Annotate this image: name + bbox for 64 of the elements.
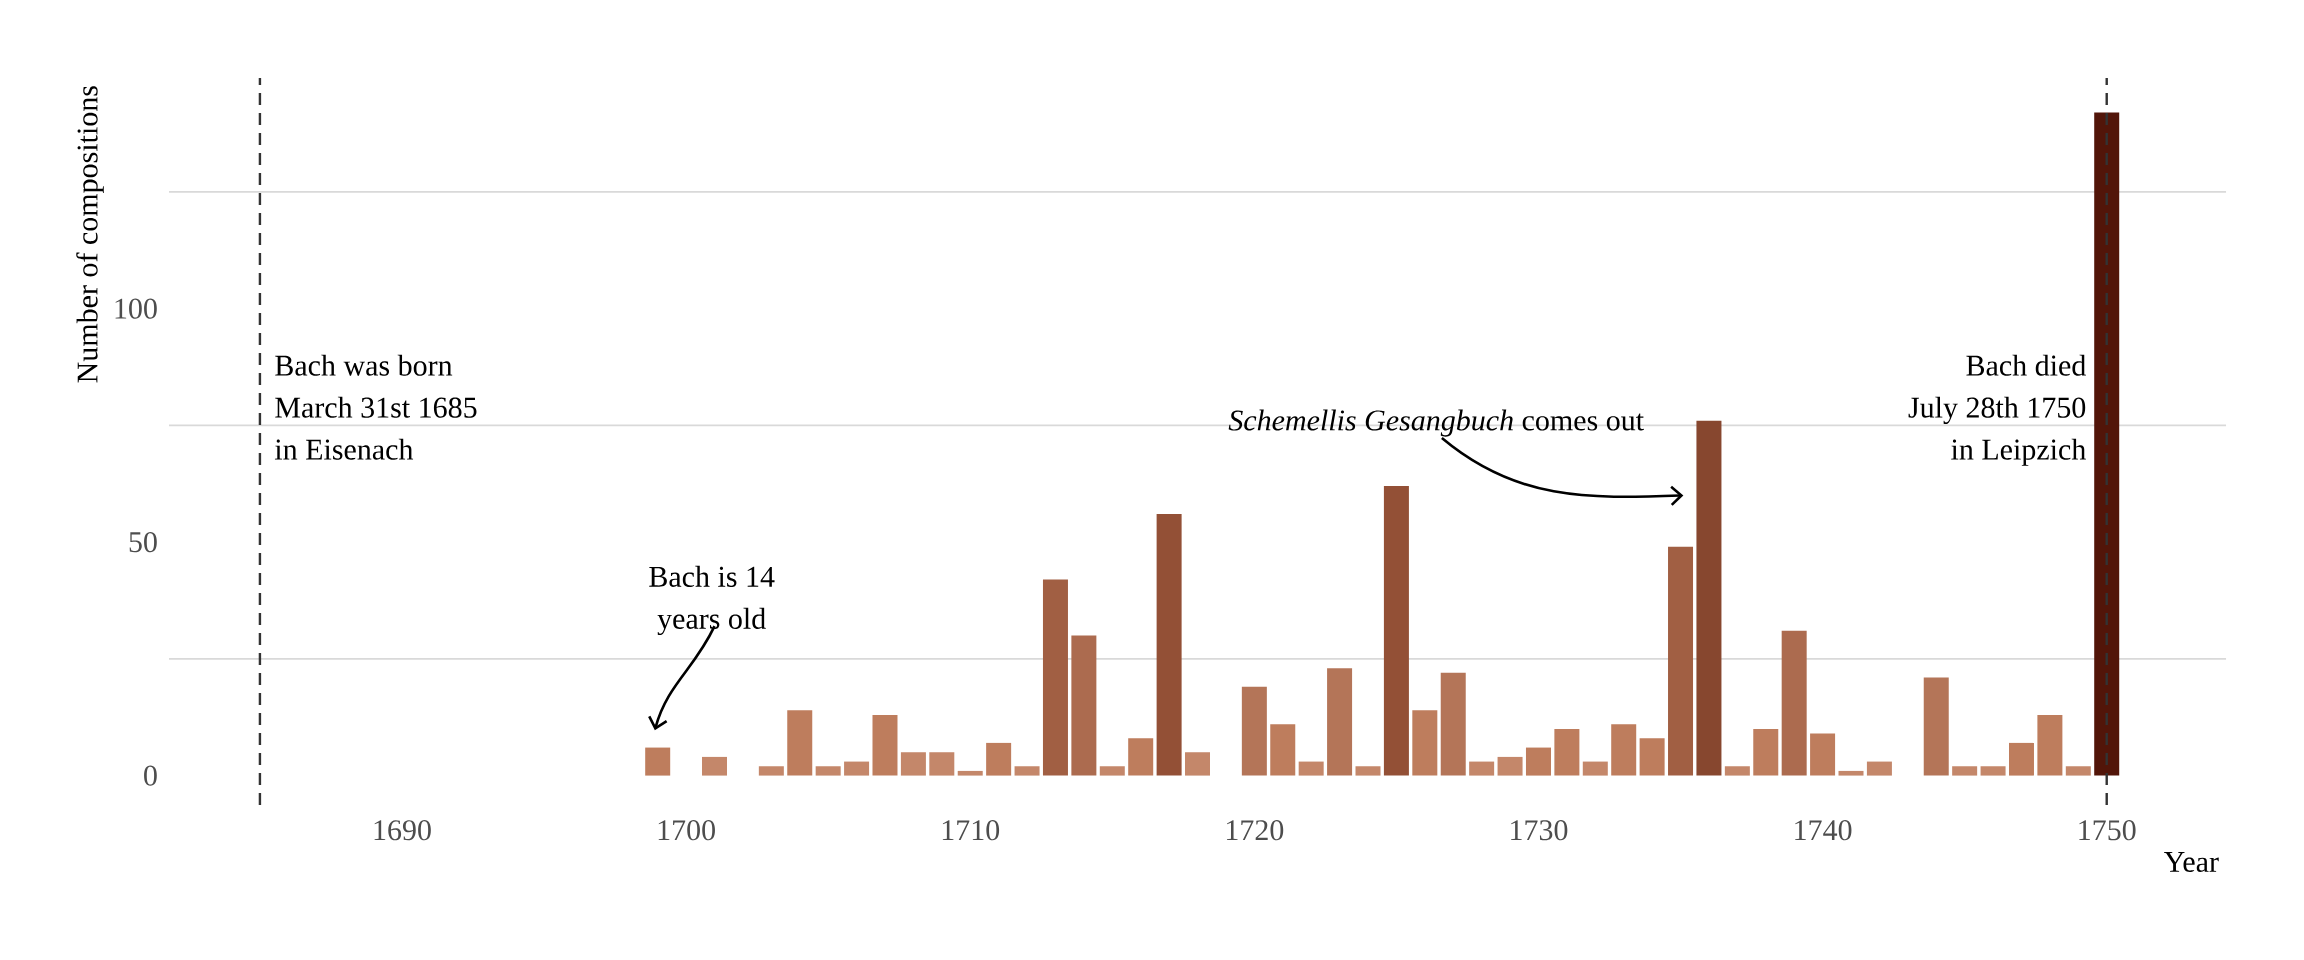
x-tick-label: 1720 (1226, 820, 1284, 841)
bar (1838, 770, 1864, 776)
bar (1298, 761, 1324, 776)
bar (1412, 710, 1438, 776)
bar (1071, 635, 1097, 776)
bar (1980, 766, 2006, 776)
bar (1639, 738, 1665, 776)
bar (1525, 747, 1551, 776)
bar (1014, 766, 1040, 776)
annotation: Bach is 14 years old (649, 565, 775, 636)
bar (1696, 420, 1722, 776)
bar (787, 710, 813, 776)
bar (645, 747, 671, 776)
x-tick-label: 1690 (374, 820, 431, 841)
bar (1952, 766, 1978, 776)
bar (1554, 728, 1580, 776)
bar (1611, 724, 1637, 776)
bar (1099, 766, 1125, 776)
x-tick-label: 1740 (1795, 820, 1852, 841)
x-tick-label: 1700 (658, 820, 715, 841)
bar (1810, 733, 1836, 776)
bar (1241, 686, 1267, 776)
y-tick-label: 100 (115, 298, 157, 319)
bar (1383, 486, 1409, 776)
bar (1355, 766, 1381, 776)
x-tick-label: 1750 (2079, 820, 2136, 841)
bar (844, 761, 870, 776)
y-tick-label: 0 (144, 765, 157, 786)
bar (1781, 630, 1807, 776)
bar (1866, 761, 1892, 776)
bar (2065, 766, 2091, 776)
bar (957, 770, 983, 776)
ref-line-label: Bach was born March 31st 1685 in Eisenach (274, 354, 477, 460)
x-axis-title: Year (2164, 852, 2219, 872)
bar (1440, 672, 1466, 776)
annotation: Schemellis Gesangbuch comes out (1228, 409, 1644, 437)
bar (1270, 724, 1296, 776)
bar (2094, 112, 2120, 776)
x-tick-label: 1710 (942, 820, 1000, 841)
bar (1724, 766, 1750, 776)
bar (929, 752, 955, 776)
bar (1497, 756, 1523, 776)
bar (2008, 742, 2034, 776)
bar (900, 752, 926, 776)
bar (1469, 761, 1495, 776)
bar (1042, 579, 1068, 776)
x-tick-label: 1730 (1511, 820, 1568, 841)
bar (758, 766, 784, 776)
bar (1156, 514, 1182, 776)
bar (986, 742, 1012, 776)
bar (702, 756, 728, 776)
bar (815, 766, 841, 776)
bar (1668, 546, 1694, 776)
y-axis-title: Number of compositions (76, 86, 104, 383)
ref-line-label: Bach died July 28th 1750 in Leipzich (1908, 354, 2086, 466)
bar (1753, 728, 1779, 776)
bar (1185, 752, 1211, 776)
bar (2037, 714, 2063, 776)
bar (872, 714, 898, 776)
y-tick-label: 50 (129, 532, 157, 553)
bar (1128, 738, 1154, 776)
bar (1582, 761, 1608, 776)
bar (1327, 668, 1353, 776)
bar (1923, 677, 1949, 776)
